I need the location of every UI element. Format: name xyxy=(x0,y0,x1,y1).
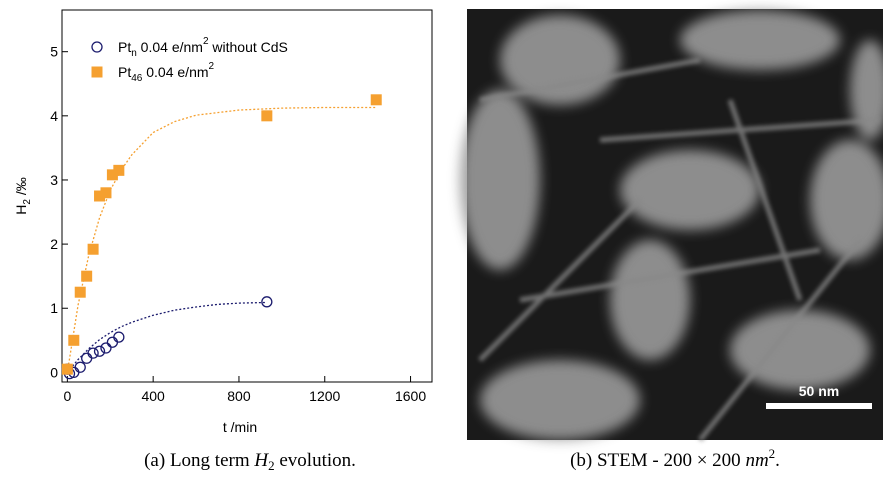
caption-part: (a) Long term xyxy=(144,450,254,471)
x-tick-label: 1200 xyxy=(309,388,340,404)
x-tick-label: 0 xyxy=(63,388,71,404)
caption-part: H xyxy=(253,450,269,471)
point xyxy=(100,187,112,199)
legend-text: Pt xyxy=(118,64,131,80)
y-tick-label: 3 xyxy=(50,172,58,188)
y-label-sub: 2 xyxy=(22,199,33,205)
legend-text: 2 xyxy=(203,36,209,47)
fit-curve xyxy=(66,301,267,373)
y-label-part: /‰ xyxy=(13,177,29,199)
caption-part: evolution. xyxy=(275,450,356,471)
point xyxy=(261,296,273,308)
caption-a: (a) Long term H2 evolution. xyxy=(144,450,356,473)
point xyxy=(370,94,382,106)
y-tick-label: 1 xyxy=(50,300,58,316)
point xyxy=(100,342,112,354)
y-tick-label: 5 xyxy=(50,44,58,60)
caption-sup: 2 xyxy=(769,446,776,461)
x-tick-label: 1600 xyxy=(395,388,426,404)
x-tick-label: 400 xyxy=(141,388,165,404)
point xyxy=(113,331,125,343)
legend-text: Pt xyxy=(118,39,131,55)
caption-sub: 2 xyxy=(268,458,275,473)
caption-b: (b) STEM - 200 × 200 nm2. xyxy=(570,446,780,471)
legend-entry: Ptn 0.04 e/nm2 without CdS xyxy=(118,36,288,59)
legend-text: 0.04 e/nm xyxy=(142,64,208,80)
y-axis-label: H2 /‰ xyxy=(13,177,33,214)
caption-part: . xyxy=(775,450,780,471)
legend-text: without CdS xyxy=(209,39,288,55)
point xyxy=(74,286,86,298)
x-axis-label: t /min xyxy=(223,419,257,435)
point xyxy=(87,347,99,359)
point xyxy=(106,336,119,348)
caption-part: nm xyxy=(745,450,768,471)
point xyxy=(74,361,86,373)
point xyxy=(93,345,106,357)
legend-text: 0.04 e/nm xyxy=(137,39,203,55)
point xyxy=(81,270,93,282)
point xyxy=(94,190,106,202)
caption-part: (b) STEM - 200 × 200 xyxy=(570,450,745,471)
stem-image: 50 nm xyxy=(460,9,883,442)
point xyxy=(261,110,273,122)
legend-marker xyxy=(91,41,103,53)
point xyxy=(87,243,99,255)
fit-curve xyxy=(66,106,377,373)
y-tick-label: 4 xyxy=(50,108,58,124)
y-tick-label: 0 xyxy=(50,364,58,380)
legend-text: 46 xyxy=(131,73,143,84)
scale-bar-label: 50 nm xyxy=(799,383,839,399)
legend-marker xyxy=(91,66,103,78)
y-label-part: H xyxy=(13,205,29,215)
point xyxy=(61,363,73,375)
x-tick-label: 800 xyxy=(227,388,251,404)
legend-text: n xyxy=(131,48,137,59)
point xyxy=(81,352,93,364)
point xyxy=(106,169,118,181)
y-tick-label: 2 xyxy=(50,236,58,252)
point xyxy=(68,334,80,346)
plot-frame xyxy=(61,9,433,383)
legend-entry: Pt46 0.04 e/nm2 xyxy=(118,61,215,84)
point xyxy=(113,164,125,176)
legend-text: 2 xyxy=(209,61,215,72)
